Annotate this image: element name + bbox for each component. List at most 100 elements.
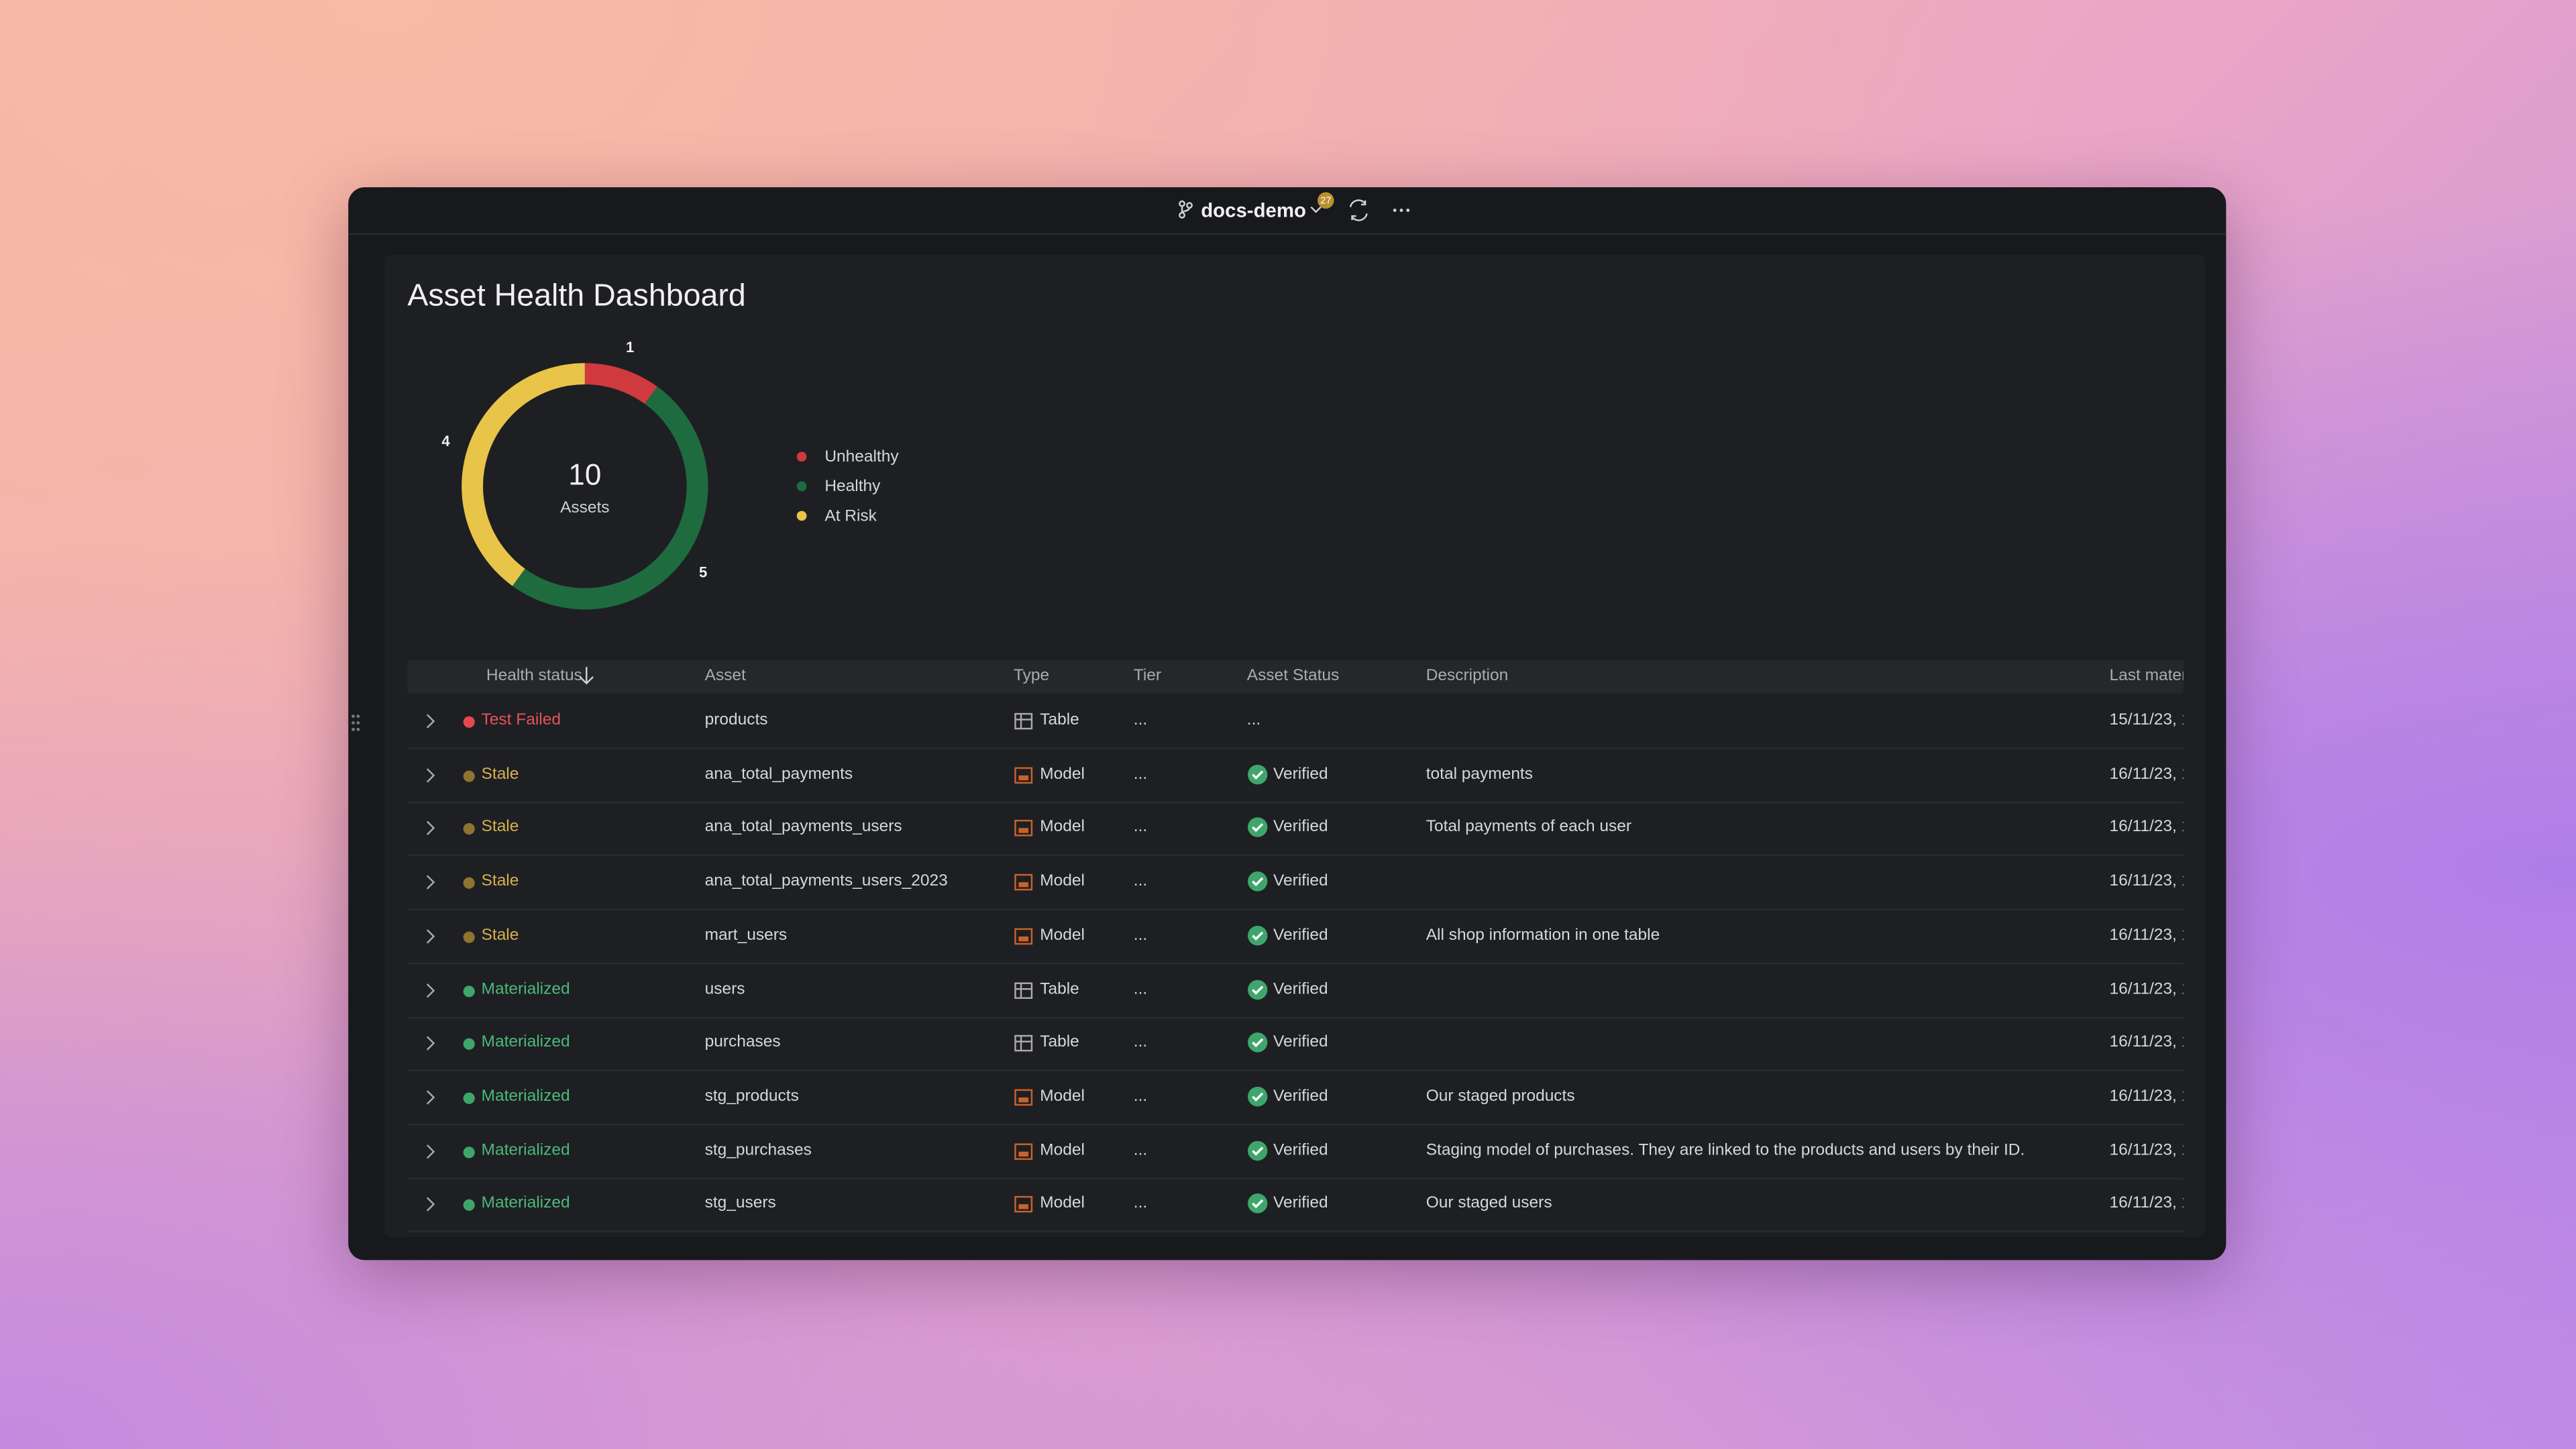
verified-icon xyxy=(1247,924,1269,953)
status-dot xyxy=(463,1199,475,1212)
column-header[interactable]: Last material xyxy=(2109,667,2183,686)
health-status: Materialized xyxy=(481,979,570,998)
table-row[interactable]: Materialized stg_products Model... Verified… xyxy=(407,1071,2184,1126)
status-dot xyxy=(463,1146,475,1158)
asset-name[interactable]: ana_total_payments xyxy=(704,765,853,784)
legend-label[interactable]: At Risk xyxy=(824,506,877,525)
asset-name[interactable]: ana_total_payments_users xyxy=(704,818,902,837)
last-materialized: 16/11/23, 13 xyxy=(2109,979,2183,998)
asset-status: Verified xyxy=(1273,1087,1328,1106)
dashboard-panel: Asset Health Dashboard 1 Unhealthy 5 Health… xyxy=(384,254,2205,1238)
asset-status: Verified xyxy=(1273,926,1328,945)
expand-chevron[interactable] xyxy=(424,819,437,845)
health-status: Stale xyxy=(481,872,519,891)
expand-chevron[interactable] xyxy=(424,765,437,791)
expand-chevron[interactable] xyxy=(424,1087,437,1114)
asset-name[interactable]: users xyxy=(704,979,745,998)
verified-icon xyxy=(1247,1140,1269,1168)
status-dot xyxy=(463,716,475,728)
verified-icon xyxy=(1247,1193,1269,1222)
donut-segment xyxy=(462,363,585,586)
column-header[interactable]: Tier xyxy=(1133,667,1162,686)
type-icon xyxy=(1014,926,1033,953)
asset-type: Model xyxy=(1040,926,1085,945)
donut-total: 10 xyxy=(568,458,601,491)
legend-dot xyxy=(796,451,807,462)
type-icon xyxy=(1014,1034,1033,1060)
health-status: Stale xyxy=(481,818,519,837)
expand-chevron[interactable] xyxy=(424,926,437,953)
expand-chevron[interactable] xyxy=(424,980,437,1006)
health-status: Test Failed xyxy=(481,711,561,730)
asset-name[interactable]: ana_total_payments_users_2023 xyxy=(704,872,948,891)
tier: ... xyxy=(1133,1195,1148,1214)
type-icon xyxy=(1014,980,1033,1006)
status-dot xyxy=(463,1092,475,1104)
legend-label[interactable]: Unhealthy xyxy=(824,447,899,466)
type-icon xyxy=(1014,1087,1033,1114)
expand-chevron[interactable] xyxy=(424,1195,437,1221)
asset-name[interactable]: stg_purchases xyxy=(704,1141,812,1159)
asset-name[interactable]: stg_users xyxy=(704,1195,776,1214)
table-row[interactable]: Stale mart_users Model... Verified All shop … xyxy=(407,910,2184,965)
column-header[interactable]: Type xyxy=(1014,667,1050,686)
drag-handle[interactable] xyxy=(350,713,364,733)
asset-status: Verified xyxy=(1273,1141,1328,1159)
tier: ... xyxy=(1133,1141,1148,1159)
asset-type: Model xyxy=(1040,1087,1085,1106)
health-status: Stale xyxy=(481,765,519,784)
table-row[interactable]: Stale ana_total_payments_users Model... Ver… xyxy=(407,802,2184,857)
asset-name[interactable]: stg_products xyxy=(704,1087,799,1106)
table-row[interactable]: Materialized users Table... Verified 16/11/2… xyxy=(407,963,2184,1018)
expand-chevron[interactable] xyxy=(424,1141,437,1167)
legend-dot xyxy=(796,511,807,521)
donut-chart: 1 Unhealthy 5 Healthy 4 At Risk 10 Assets xyxy=(441,339,899,610)
table-row[interactable]: Test Failed products Table...... 15/11/23, … xyxy=(407,695,2184,749)
toolbar-icons: 27 xyxy=(1179,192,1410,221)
asset-type: Model xyxy=(1040,872,1085,891)
verified-icon xyxy=(1247,978,1269,1006)
column-header[interactable]: Description xyxy=(1426,667,1509,686)
last-materialized: 16/11/23, 11 xyxy=(2109,872,2183,891)
table-row[interactable]: Stale ana_total_payments Model... Verified t… xyxy=(407,749,2184,803)
table-row[interactable]: Materialized purchases Table... Verified 16/… xyxy=(407,1017,2184,1072)
last-materialized: 16/11/23, 13 xyxy=(2109,1195,2183,1214)
column-header[interactable]: Asset Status xyxy=(1246,667,1340,686)
asset-name[interactable]: products xyxy=(704,711,768,730)
type-icon xyxy=(1014,1141,1033,1167)
asset-name[interactable]: mart_users xyxy=(704,926,788,945)
type-icon xyxy=(1014,1195,1033,1221)
last-materialized: 16/11/23, 12 xyxy=(2109,765,2183,784)
asset-type: Table xyxy=(1040,1033,1079,1052)
toolbar: 27 docs-demo xyxy=(348,187,2226,235)
status-dot xyxy=(463,877,475,890)
expand-chevron[interactable] xyxy=(424,873,437,899)
description: All shop information in one table xyxy=(1426,926,1660,945)
asset-status: Verified xyxy=(1273,1033,1328,1052)
table-row[interactable]: Materialized stg_purchases Model... Verifie… xyxy=(407,1125,2184,1179)
type-icon xyxy=(1014,711,1033,737)
expand-chevron[interactable] xyxy=(424,711,437,737)
type-icon xyxy=(1014,765,1033,791)
health-status: Materialized xyxy=(481,1195,570,1214)
column-header[interactable]: Asset xyxy=(704,667,746,686)
column-header[interactable]: Health status xyxy=(486,667,582,686)
asset-type: Table xyxy=(1040,711,1079,730)
legend-label[interactable]: Healthy xyxy=(824,477,881,495)
health-status: Materialized xyxy=(481,1087,570,1106)
asset-status: Verified xyxy=(1273,765,1328,784)
health-status: Stale xyxy=(481,926,519,945)
tier: ... xyxy=(1133,1087,1148,1106)
asset-name[interactable]: purchases xyxy=(704,1033,781,1052)
table-row[interactable]: Materialized stg_users Model... Verified Our… xyxy=(407,1179,2184,1233)
asset-status: ... xyxy=(1246,711,1261,730)
segment-label: 5 xyxy=(699,564,707,580)
branch-name[interactable]: docs-demo xyxy=(1201,199,1306,222)
window: 27 docs-demo Asset Health Dashboard 1 Unh… xyxy=(348,187,2226,1260)
tier: ... xyxy=(1133,765,1148,784)
status-dot xyxy=(463,1038,475,1051)
expand-chevron[interactable] xyxy=(424,1034,437,1060)
table-row[interactable]: Stale ana_total_payments_users_2023 Model.… xyxy=(407,856,2184,910)
